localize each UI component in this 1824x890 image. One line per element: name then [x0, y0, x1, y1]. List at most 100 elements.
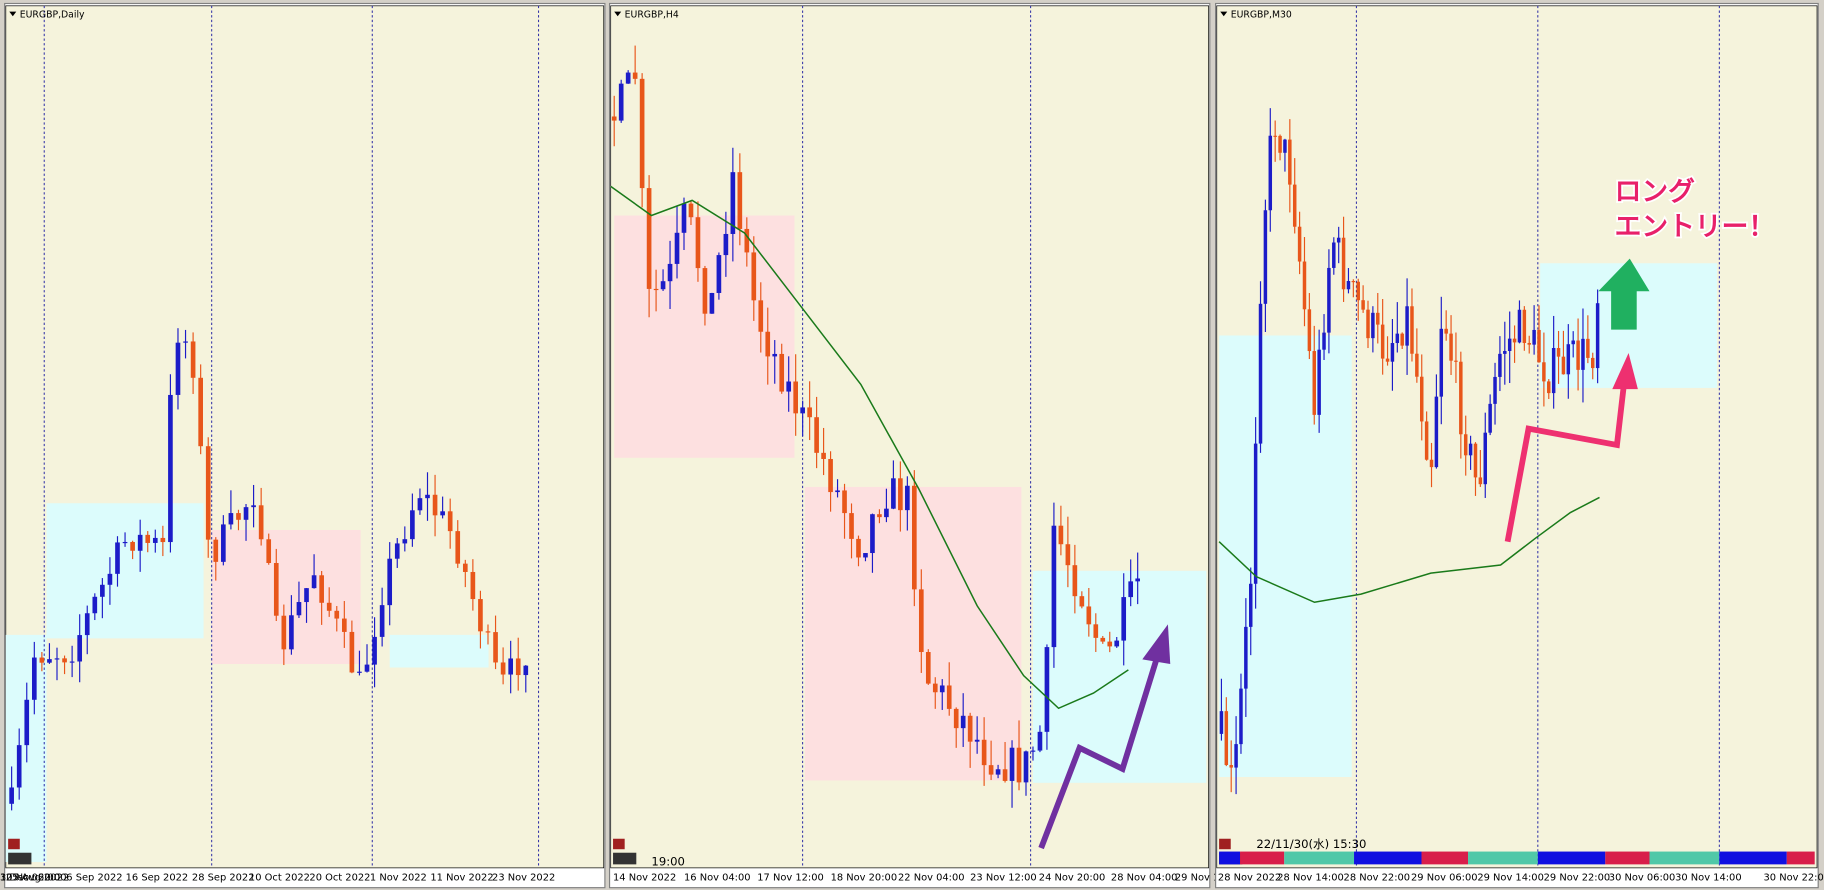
- candle-body: [273, 562, 279, 616]
- candle-body: [1522, 309, 1527, 343]
- x-axis-label: 28 Nov 22:00: [1344, 873, 1411, 884]
- candle-body: [1566, 344, 1571, 375]
- pink-arrow: [1504, 384, 1627, 543]
- moving-average: [1218, 496, 1600, 604]
- candle-body: [69, 661, 75, 663]
- x-axis-label: 28 Sep 2022: [192, 873, 255, 884]
- x-axis-label: 6 Sep 2022: [66, 873, 122, 884]
- candle-body: [1527, 342, 1531, 345]
- candle-body: [660, 281, 666, 290]
- candle-body: [304, 588, 309, 603]
- time-label: 22/11/30(水) 15:30: [1256, 837, 1366, 851]
- purple-arrowhead: [1142, 624, 1171, 665]
- x-axis-label: 17 Nov 12:00: [757, 873, 824, 884]
- candle-body: [175, 342, 181, 395]
- candle-body: [1072, 565, 1078, 597]
- candle-body: [228, 513, 234, 525]
- candle-body: [716, 255, 722, 293]
- candle-body: [221, 524, 226, 562]
- candle-body: [856, 538, 861, 558]
- candle-body: [1366, 309, 1370, 339]
- candle-body: [515, 658, 521, 676]
- candle-body: [1346, 281, 1351, 290]
- panel-title: EURGBP,Daily: [20, 9, 85, 20]
- candle-body: [625, 72, 631, 84]
- candle-body: [508, 658, 513, 675]
- candle-body: [1268, 135, 1273, 211]
- candle-body: [387, 558, 393, 606]
- x-axis-label: 29 Nov 12:00: [1175, 873, 1242, 884]
- panel-title: EURGBP,M30: [1231, 9, 1292, 20]
- pink-arrowhead: [1612, 352, 1638, 390]
- candle-body: [1371, 312, 1375, 339]
- candle-body: [462, 563, 468, 572]
- candle-body: [1493, 376, 1497, 404]
- candle-body: [953, 708, 959, 729]
- candle-body: [1058, 525, 1064, 545]
- session-bar: [1284, 851, 1355, 865]
- candle-body: [1016, 747, 1022, 783]
- candle-body: [988, 765, 994, 775]
- candle-body: [478, 599, 483, 632]
- candle-body: [1503, 351, 1507, 354]
- candle-body: [1586, 338, 1590, 358]
- candle-body: [1312, 351, 1317, 415]
- time-label: 19:00: [651, 855, 684, 869]
- candle-body: [1258, 303, 1263, 444]
- x-axis-label: 18 Nov 20:00: [831, 873, 898, 884]
- candle-body: [681, 203, 687, 233]
- x-axis-label: 30 Nov 14:00: [1675, 873, 1742, 884]
- candle-body: [800, 407, 805, 414]
- candle-body: [1224, 711, 1229, 766]
- candle-body: [1121, 597, 1127, 641]
- candle-body: [1537, 329, 1541, 363]
- x-axis-label: 22 Nov 04:00: [898, 873, 965, 884]
- candle-body: [410, 510, 415, 540]
- candle-body: [793, 381, 798, 414]
- candle-body: [702, 268, 708, 314]
- x-axis-label: 1 Nov 2022: [370, 873, 427, 884]
- candle-body: [1405, 306, 1409, 346]
- candle-body: [1395, 333, 1400, 344]
- candle-body: [1483, 432, 1488, 485]
- candle-body: [349, 631, 355, 673]
- candle-body: [92, 596, 98, 614]
- candle-body: [1507, 338, 1512, 352]
- candle-body: [152, 537, 158, 543]
- candle-body: [1128, 581, 1134, 598]
- plot-area: [5, 5, 605, 869]
- candle-body: [115, 542, 120, 574]
- candle-body: [470, 571, 476, 600]
- candle-body: [107, 573, 113, 585]
- candle-body: [319, 575, 324, 603]
- candle-body: [1547, 381, 1551, 394]
- close-button: [1219, 838, 1231, 850]
- x-axis-label: 30 Nov 20:00: [0, 873, 67, 884]
- close-button: [613, 838, 625, 850]
- title-triangle: [1220, 11, 1228, 17]
- candle-body: [918, 589, 924, 653]
- candle-body: [1327, 267, 1331, 333]
- candle-body: [1283, 139, 1287, 153]
- candle-body: [1248, 583, 1253, 627]
- candle-body: [1576, 340, 1580, 370]
- candle-body: [493, 632, 498, 663]
- tool-icon: [613, 852, 637, 865]
- purple-arrow: [1038, 651, 1162, 850]
- x-axis-label: 1 Dec 06:00: [0, 873, 60, 884]
- candle-body: [523, 665, 529, 676]
- candle-body: [863, 553, 868, 558]
- candle-body: [842, 490, 847, 514]
- candle-body: [1297, 226, 1302, 262]
- candle-body: [1079, 596, 1085, 607]
- candle-body: [1030, 750, 1036, 752]
- candle-body: [39, 657, 45, 663]
- x-axis-label: 28 Nov 14:00: [1277, 873, 1344, 884]
- candle-body: [1380, 324, 1385, 359]
- candle-body: [1444, 328, 1448, 334]
- candle-body: [618, 83, 624, 121]
- x-axis-label: 28 Nov 04:00: [1111, 873, 1178, 884]
- candle-body: [432, 494, 438, 516]
- candle-body: [1478, 477, 1483, 485]
